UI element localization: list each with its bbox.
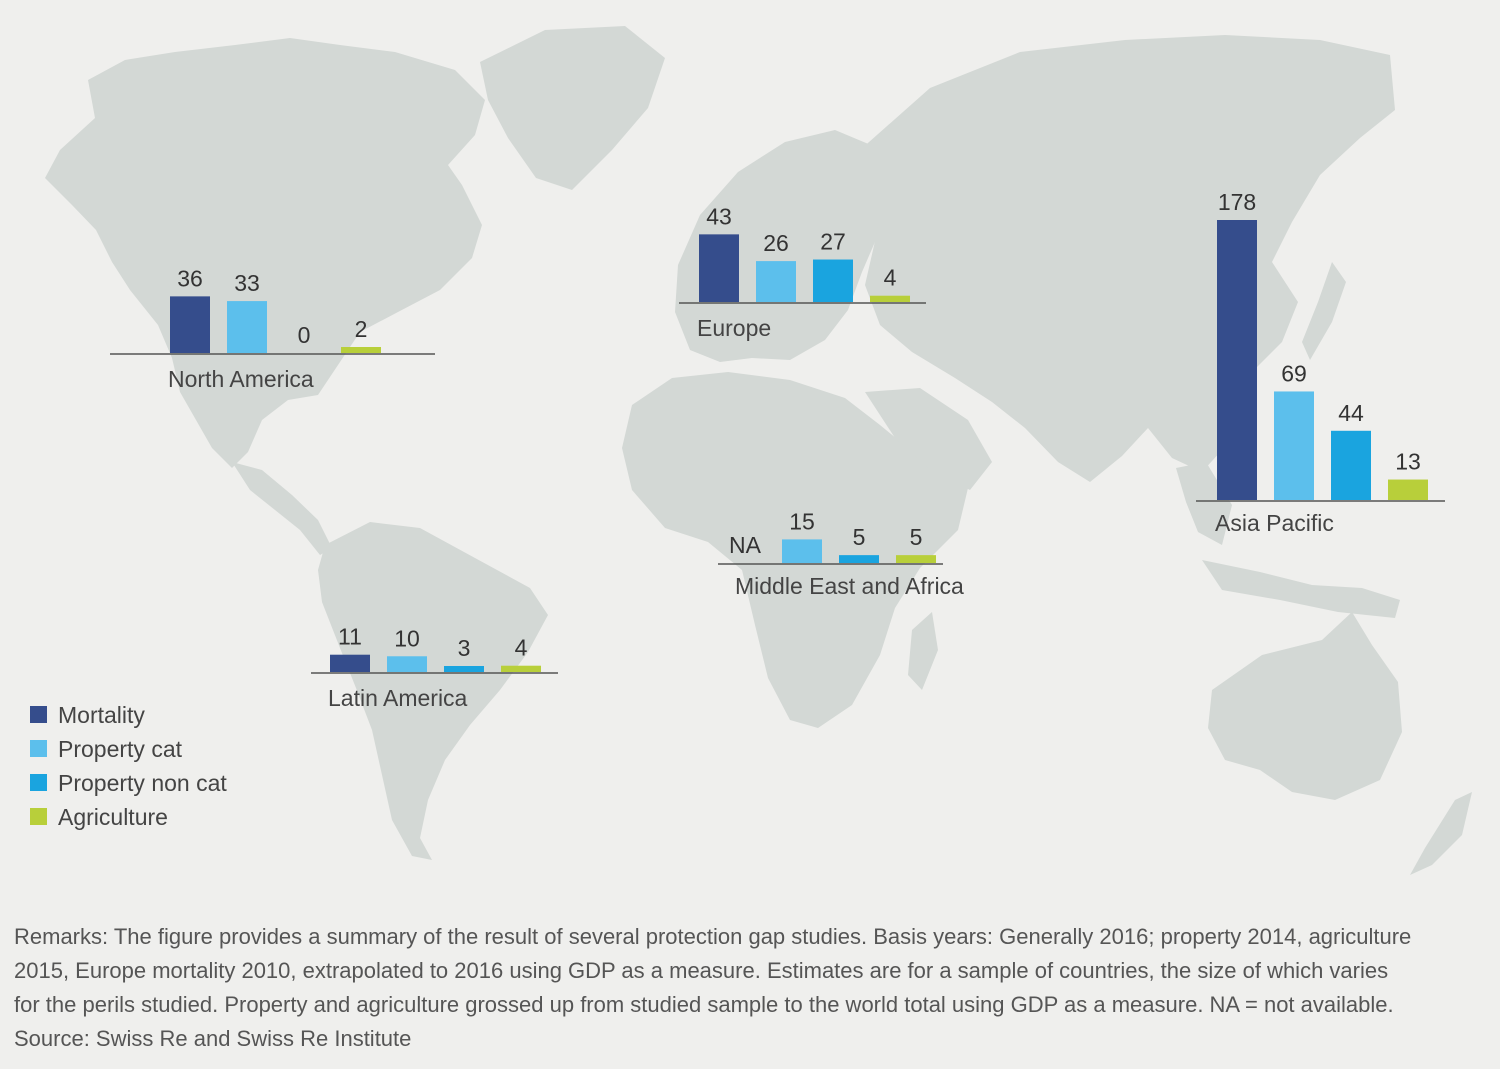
landmass-japan	[1302, 262, 1346, 360]
source-line: Source: Swiss Re and Swiss Re Institute	[14, 1026, 412, 1051]
region-group-europe: 43 26 27 4 Europe	[679, 203, 926, 341]
landmass-arabia	[865, 388, 992, 490]
bar-latin-america-mortality	[330, 654, 370, 672]
value-label-north-america-property-non-cat: 0	[298, 322, 311, 348]
value-label-europe-mortality: 43	[706, 203, 732, 229]
region-label-middle-east-and-africa: Middle East and Africa	[735, 573, 964, 599]
bar-latin-america-property-non-cat	[444, 666, 484, 672]
landmass-greenland	[480, 26, 665, 190]
legend-label-property-non-cat: Property non cat	[58, 770, 227, 796]
region-label-asia-pacific: Asia Pacific	[1215, 510, 1334, 536]
region-group-middle-east-and-africa: NA 15 5 5 Middle East and Africa	[718, 508, 964, 599]
value-label-latin-america-property-cat: 10	[394, 625, 420, 651]
legend-swatch-mortality	[30, 706, 47, 723]
value-label-latin-america-property-non-cat: 3	[458, 635, 471, 661]
value-label-north-america-mortality: 36	[177, 265, 203, 291]
value-label-middle-east-and-africa-agriculture: 5	[910, 524, 923, 550]
landmass-central-america	[232, 462, 332, 555]
bar-asia-pacific-property-non-cat	[1331, 430, 1371, 500]
bar-europe-agriculture	[870, 295, 910, 302]
bar-latin-america-agriculture	[501, 665, 541, 672]
bar-latin-america-property-cat	[387, 656, 427, 672]
value-label-asia-pacific-agriculture: 13	[1395, 449, 1421, 475]
landmass-australia	[1208, 612, 1402, 800]
legend-label-mortality: Mortality	[58, 702, 145, 728]
bar-middle-east-and-africa-property-cat	[782, 539, 822, 563]
value-label-middle-east-and-africa-mortality: NA	[729, 532, 762, 558]
remarks-line-1: Remarks: The figure provides a summary o…	[14, 924, 1412, 949]
value-label-europe-property-non-cat: 27	[820, 229, 846, 255]
value-label-latin-america-mortality: 11	[338, 624, 362, 650]
value-label-asia-pacific-mortality: 178	[1218, 189, 1256, 215]
value-label-asia-pacific-property-non-cat: 44	[1338, 400, 1364, 426]
bar-middle-east-and-africa-agriculture	[896, 555, 936, 563]
legend-swatch-property-non-cat	[30, 774, 47, 791]
remarks-footnote: Remarks: The figure provides a summary o…	[14, 920, 1489, 1056]
bar-north-america-agriculture	[341, 347, 381, 353]
bar-middle-east-and-africa-property-non-cat	[839, 555, 879, 563]
bar-asia-pacific-agriculture	[1388, 479, 1428, 500]
region-label-north-america: North America	[168, 366, 314, 392]
value-label-europe-agriculture: 4	[884, 265, 897, 291]
legend-label-agriculture: Agriculture	[58, 804, 168, 830]
landmass-new-zealand	[1410, 792, 1472, 875]
landmass-madagascar	[908, 612, 938, 690]
bar-europe-property-cat	[756, 261, 796, 302]
value-label-north-america-agriculture: 2	[355, 316, 368, 342]
landmass-indonesia	[1202, 560, 1400, 618]
region-group-asia-pacific: 178 69 44 13 Asia Pacific	[1196, 189, 1445, 536]
legend: Mortality Property cat Property non cat Agr…	[30, 702, 227, 830]
bar-europe-mortality	[699, 234, 739, 302]
value-label-north-america-property-cat: 33	[234, 270, 260, 296]
remarks-line-3: for the perils studied. Property and agr…	[14, 992, 1394, 1017]
value-label-middle-east-and-africa-property-non-cat: 5	[853, 524, 866, 550]
region-label-europe: Europe	[697, 315, 771, 341]
landmass-north-america	[45, 38, 485, 468]
bar-north-america-mortality	[170, 296, 210, 353]
region-group-north-america: 36 33 0 2 North America	[110, 265, 435, 392]
legend-swatch-property-cat	[30, 740, 47, 757]
bar-asia-pacific-mortality	[1217, 220, 1257, 500]
landmass-asia	[860, 35, 1395, 482]
world-map-background	[45, 26, 1472, 875]
legend-label-property-cat: Property cat	[58, 736, 183, 762]
region-group-latin-america: 11 10 3 4 Latin America	[311, 624, 558, 711]
bar-asia-pacific-property-cat	[1274, 391, 1314, 500]
value-label-latin-america-agriculture: 4	[515, 635, 528, 661]
bar-europe-property-non-cat	[813, 259, 853, 302]
value-label-europe-property-cat: 26	[763, 230, 789, 256]
region-label-latin-america: Latin America	[328, 685, 468, 711]
landmass-south-america	[318, 522, 548, 860]
value-label-asia-pacific-property-cat: 69	[1281, 360, 1307, 386]
landmass-europe	[675, 130, 890, 362]
remarks-line-2: 2015, Europe mortality 2010, extrapolate…	[14, 958, 1389, 983]
bar-north-america-property-cat	[227, 301, 267, 353]
legend-swatch-agriculture	[30, 808, 47, 825]
value-label-middle-east-and-africa-property-cat: 15	[789, 508, 815, 534]
